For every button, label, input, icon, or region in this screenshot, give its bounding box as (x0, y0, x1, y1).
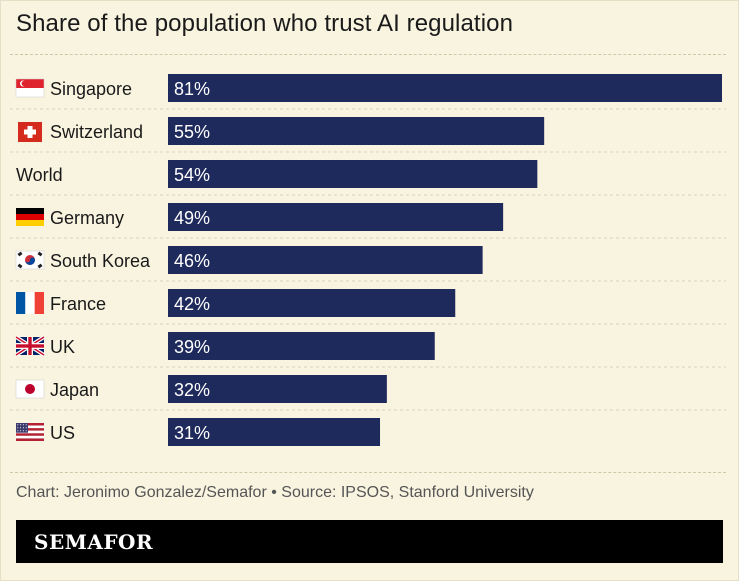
chart-title: Share of the population who trust AI reg… (16, 10, 514, 37)
brand-logo: SEMAFOR (34, 530, 154, 554)
category-label: UK (50, 337, 75, 357)
bar (168, 117, 545, 145)
france-flag-icon (16, 292, 44, 314)
bar-row: US 31% (16, 418, 381, 446)
category-label: South Korea (50, 251, 151, 271)
value-label: 81% (174, 79, 210, 99)
bar (168, 289, 456, 317)
bar-row: Singapore 81% (15, 74, 722, 102)
bar (168, 246, 483, 274)
value-label: 32% (174, 380, 210, 400)
bar-chart: Singapore 81% Switzerland 55% World 54% German… (10, 74, 726, 446)
bar (168, 332, 435, 360)
bar-row: Switzerland 55% (18, 117, 545, 145)
category-label: US (50, 423, 75, 443)
category-label: Germany (50, 208, 124, 228)
bar (168, 375, 387, 403)
value-label: 42% (174, 294, 210, 314)
bar (168, 74, 722, 102)
value-label: 54% (174, 165, 210, 185)
bar-row: South Korea 46% (15, 246, 483, 274)
bar (168, 203, 504, 231)
category-label: Switzerland (50, 122, 143, 142)
value-label: 46% (174, 251, 210, 271)
value-label: 31% (174, 423, 210, 443)
value-label: 39% (174, 337, 210, 357)
bar (168, 418, 381, 446)
top-divider (10, 54, 726, 55)
germany-flag-icon (16, 208, 44, 226)
category-label: France (50, 294, 106, 314)
category-label: Japan (50, 380, 99, 400)
bar (168, 160, 538, 188)
bar-row: UK 39% (14, 332, 435, 360)
value-label: 55% (174, 122, 210, 142)
south-korea-flag-icon (15, 250, 45, 270)
bar-row: Germany 49% (16, 203, 504, 231)
value-label: 49% (174, 208, 210, 228)
bar-row: World 54% (16, 160, 538, 188)
bar-row: France 42% (16, 289, 456, 317)
source-credit: Chart: Jeronimo Gonzalez/Semafor • Sourc… (16, 484, 534, 501)
singapore-flag-icon (15, 78, 45, 98)
uk-flag-icon (14, 335, 46, 357)
bar-row: Japan 32% (15, 375, 387, 403)
bottom-divider (10, 472, 726, 473)
category-label: World (16, 165, 63, 185)
us-flag-icon (16, 423, 44, 441)
brand-bar: SEMAFOR (16, 520, 723, 563)
japan-flag-icon (15, 379, 45, 399)
switzerland-flag-icon (18, 122, 42, 142)
category-label: Singapore (50, 79, 132, 99)
